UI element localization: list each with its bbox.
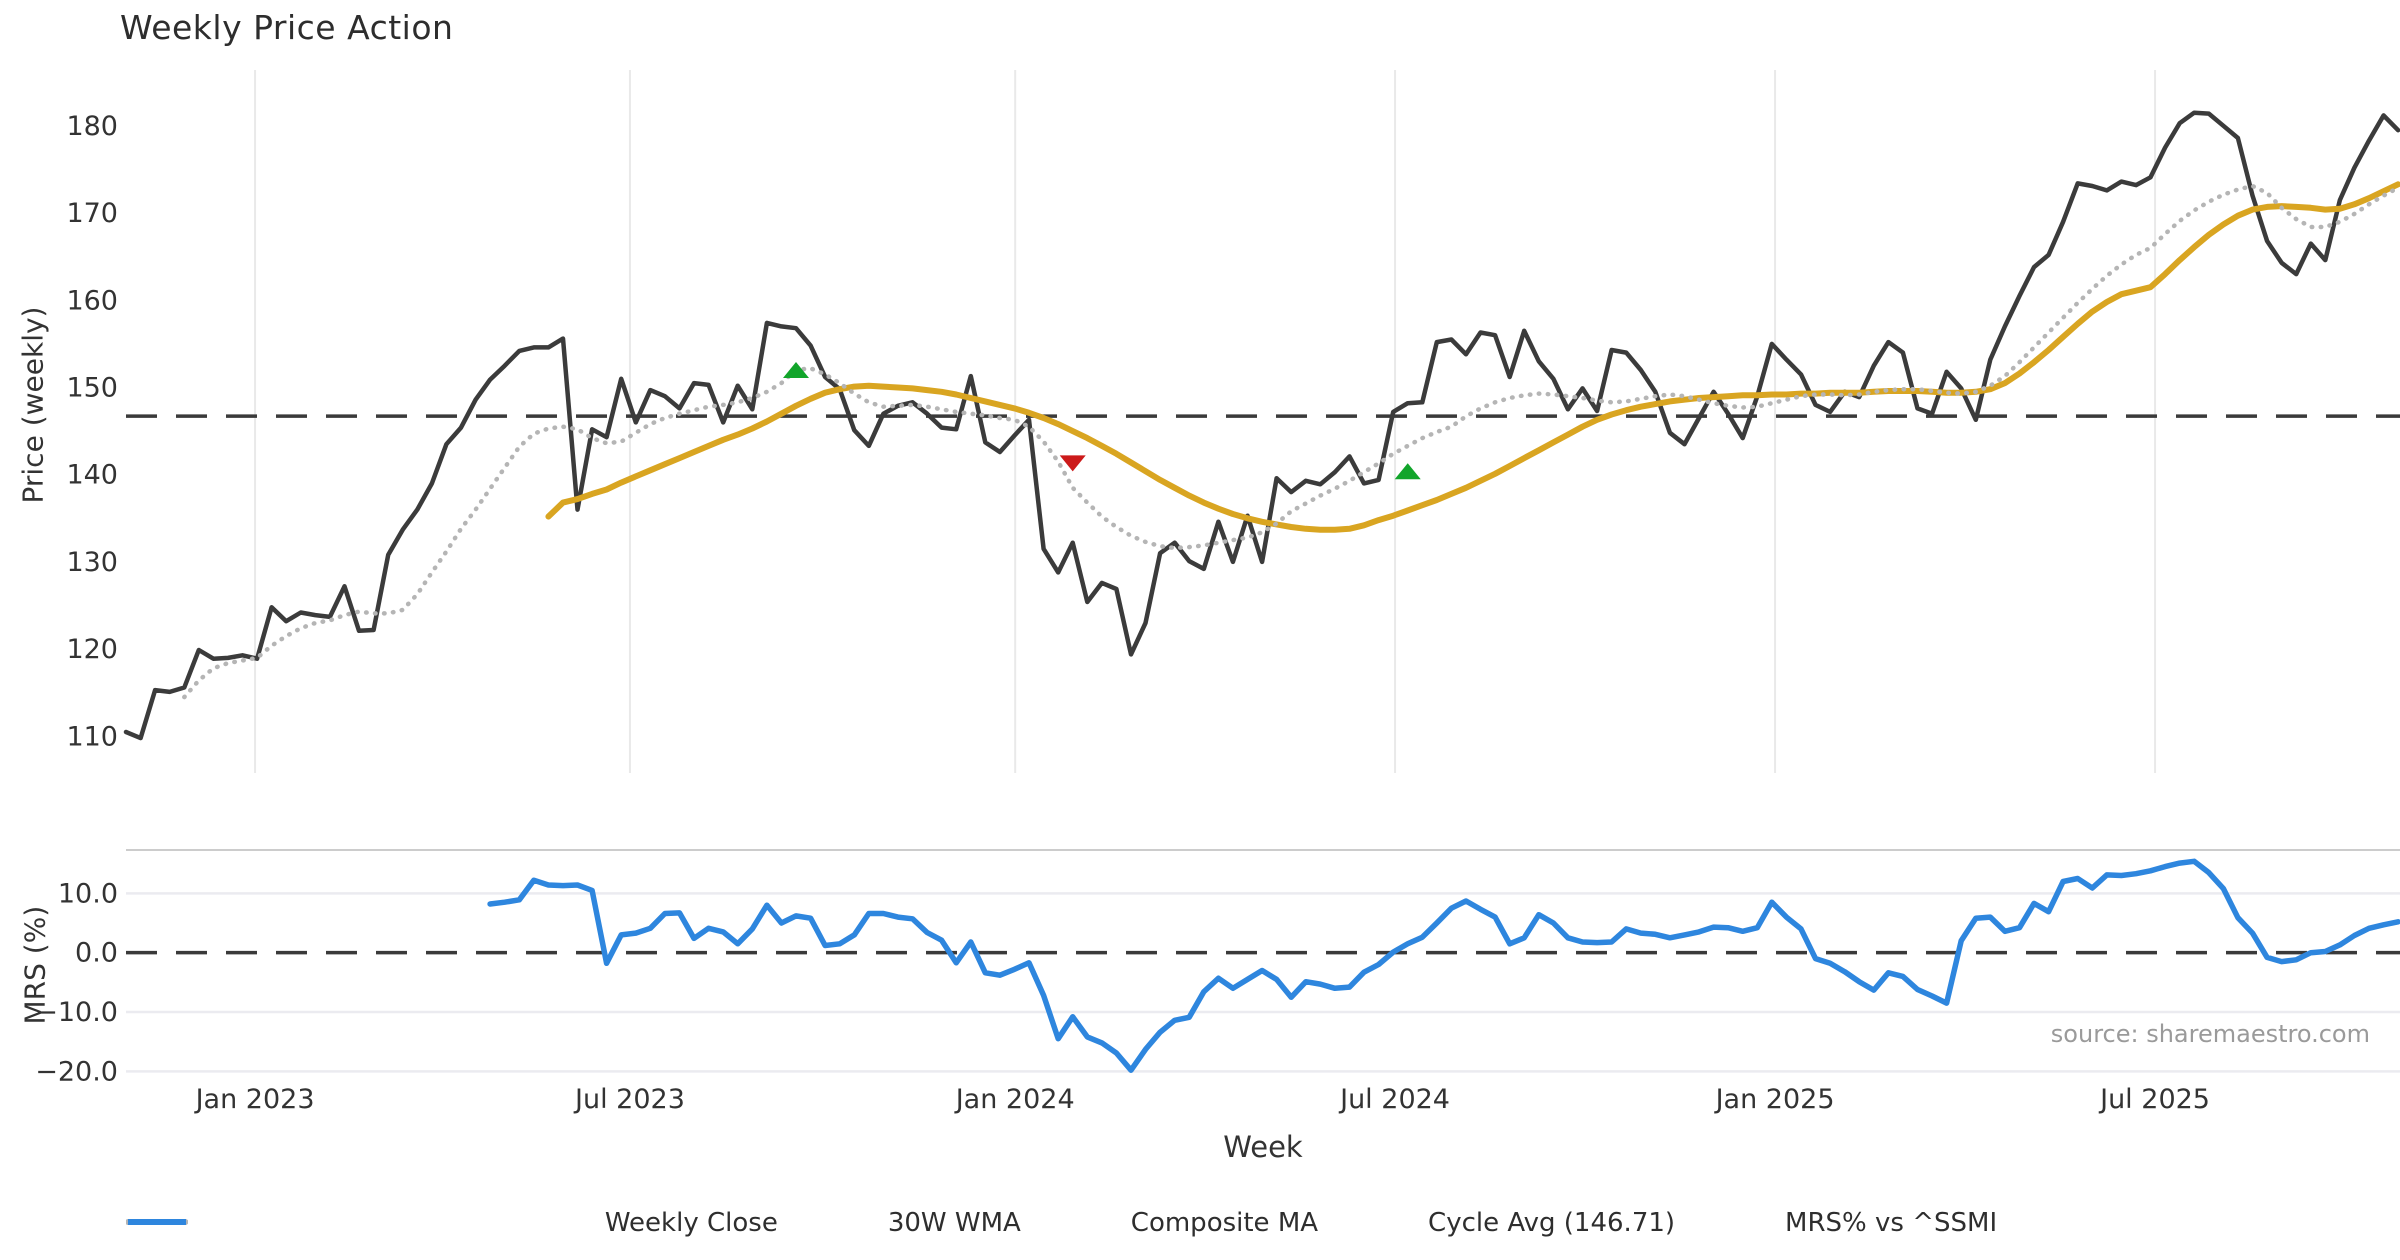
legend-item-30w-wma: 30W WMA — [128, 1208, 1021, 1238]
mrs-tick-label: −20.0 — [35, 1056, 118, 1087]
x-axis-label: Week — [1223, 1130, 1303, 1164]
legend-swatch — [128, 1209, 1414, 1237]
series-composite-ma — [182, 183, 2400, 700]
legend-label: MRS% vs ^SSMI — [1785, 1208, 1998, 1238]
x-tick-label: Jan 2023 — [194, 1084, 315, 1115]
mrs-tick-label: 0.0 — [75, 938, 118, 969]
mrs-tick-label: 10.0 — [58, 878, 118, 909]
legend-item-cycle-avg-146-71-: Cycle Avg (146.71) — [128, 1208, 1676, 1238]
x-tick-label: Jan 2024 — [954, 1084, 1075, 1115]
legend-item-mrs-vs-ssmi: MRS% vs ^SSMI — [128, 1208, 1998, 1238]
legend-swatch — [128, 1209, 591, 1237]
price-tick-label: 120 — [66, 634, 118, 665]
x-tick-label: Jul 2024 — [1338, 1084, 1450, 1115]
chart-legend: Weekly Close 30W WMA Composite MA Cycle … — [126, 1208, 2400, 1238]
buy-signal-marker — [782, 362, 809, 379]
series-mrs-vs-ssmi — [487, 858, 2400, 1073]
price-tick-label: 150 — [66, 372, 118, 403]
sell-signal-marker — [1059, 455, 1086, 472]
legend-swatch — [126, 1209, 1117, 1237]
mrs-axis-label: MRS (%) — [18, 905, 52, 1025]
price-tick-label: 110 — [66, 721, 118, 752]
legend-swatch — [128, 1209, 1771, 1237]
x-tick-label: Jan 2025 — [1714, 1084, 1835, 1115]
mrs-tick-label: −10.0 — [35, 997, 118, 1028]
source-attribution: source: sharemaestro.com — [2050, 1020, 2370, 1048]
buy-signal-marker — [1394, 463, 1421, 480]
legend-swatch — [128, 1209, 874, 1237]
price-tick-label: 180 — [66, 111, 118, 142]
legend-label: Cycle Avg (146.71) — [1428, 1208, 1676, 1238]
price-axis-label: Price (weekly) — [16, 306, 50, 504]
price-tick-label: 170 — [66, 198, 118, 229]
price-tick-label: 160 — [66, 285, 118, 316]
legend-item-composite-ma: Composite MA — [126, 1208, 1319, 1238]
price-tick-label: 130 — [66, 547, 118, 578]
legend-item-weekly-close: Weekly Close — [128, 1208, 778, 1238]
x-tick-label: Jul 2023 — [573, 1084, 685, 1115]
x-tick-label: Jul 2025 — [2098, 1084, 2210, 1115]
legend-label: Composite MA — [1130, 1208, 1319, 1238]
price-tick-label: 140 — [66, 460, 118, 491]
legend-label: Weekly Close — [604, 1208, 778, 1238]
series-weekly-close — [123, 110, 2400, 741]
page-title: Weekly Price Action — [120, 8, 454, 47]
legend-label: 30W WMA — [887, 1208, 1021, 1238]
series-30w-wma — [545, 181, 2400, 533]
